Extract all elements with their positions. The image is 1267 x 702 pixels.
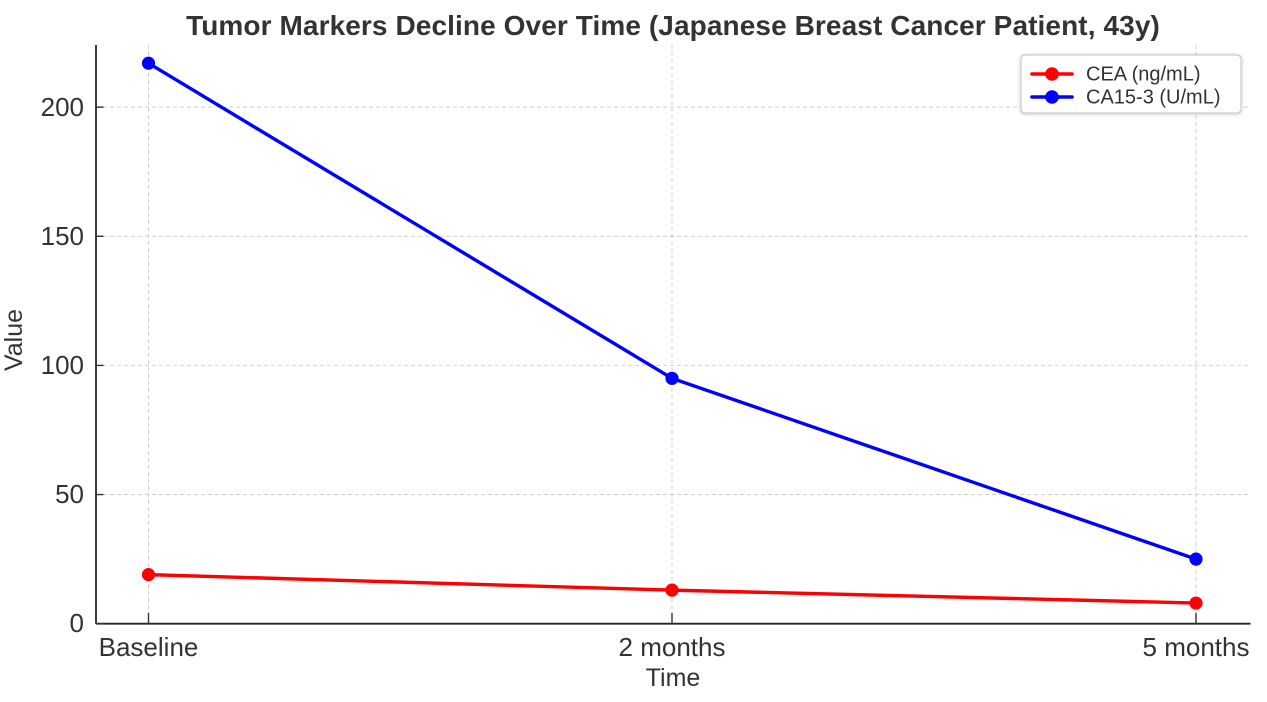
svg-text:150: 150 [41, 221, 84, 251]
svg-text:100: 100 [41, 350, 84, 380]
svg-text:Baseline: Baseline [99, 632, 199, 662]
svg-text:CEA (ng/mL): CEA (ng/mL) [1086, 64, 1200, 86]
svg-text:2 months: 2 months [619, 632, 726, 662]
svg-text:200: 200 [41, 92, 84, 122]
svg-text:Time: Time [646, 664, 701, 692]
svg-text:CA15-3 (U/mL): CA15-3 (U/mL) [1086, 87, 1220, 109]
svg-text:5 months: 5 months [1143, 632, 1250, 662]
svg-text:0: 0 [70, 608, 84, 638]
svg-text:50: 50 [55, 479, 84, 509]
svg-text:Value: Value [0, 309, 28, 371]
